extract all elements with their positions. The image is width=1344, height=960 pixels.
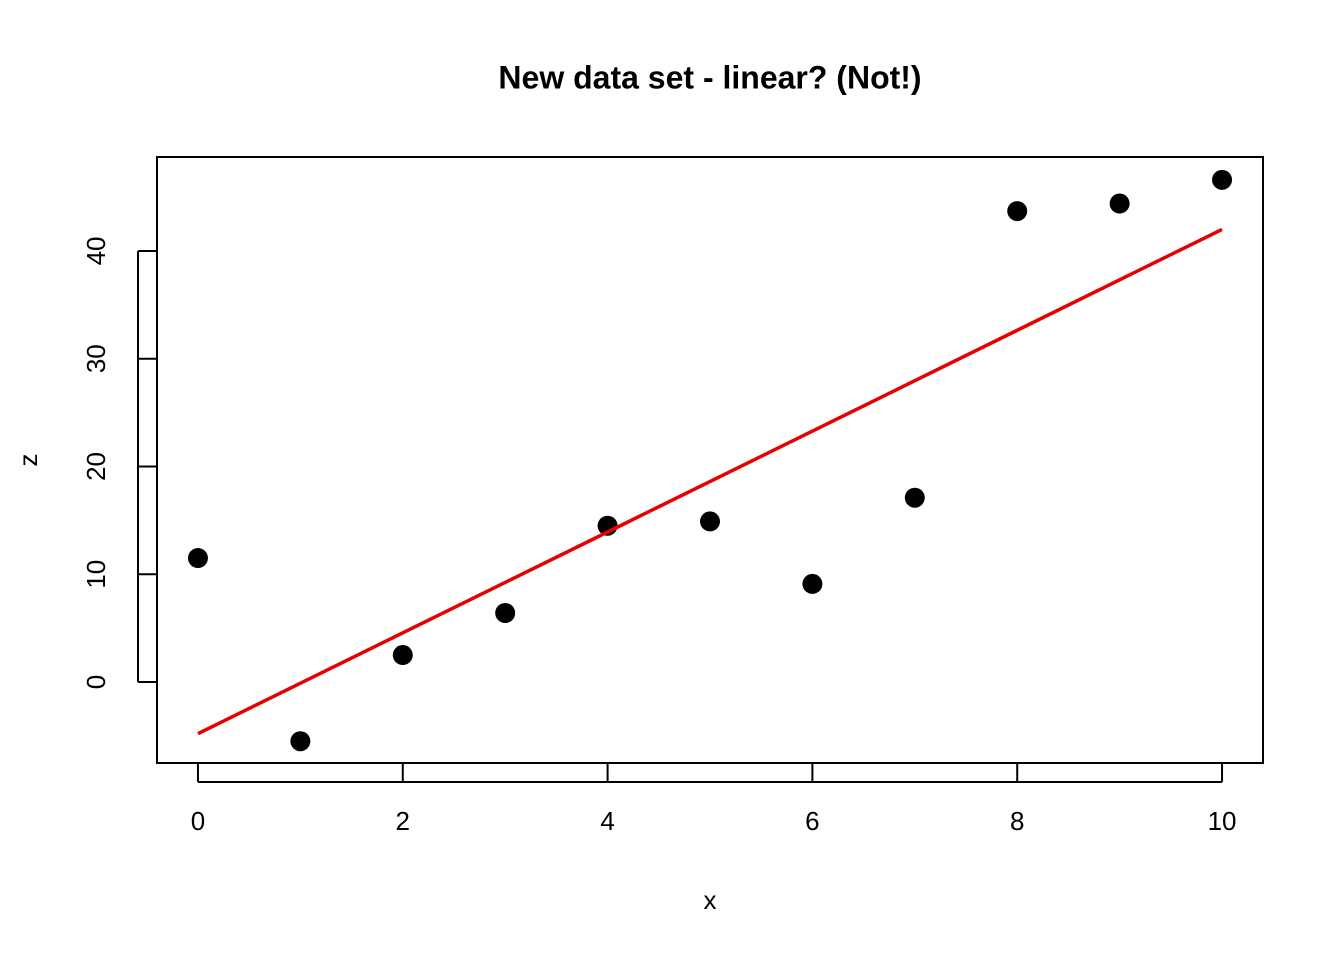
point [700, 511, 720, 532]
x-tick-label: 4 [600, 806, 614, 836]
y-tick-label: 10 [81, 560, 111, 589]
y-tick-label: 20 [81, 452, 111, 481]
point [290, 731, 311, 752]
x-axis-label: x [704, 885, 717, 915]
y-tick-label: 30 [81, 344, 111, 373]
fit-line [197, 227, 1223, 736]
x-tick-label: 8 [1010, 806, 1024, 836]
chart-title: New data set - linear? (Not!) [498, 59, 921, 95]
point [1007, 201, 1028, 222]
y-tick-label: 0 [81, 675, 111, 689]
x-tick-label: 0 [191, 806, 205, 836]
point [904, 487, 925, 508]
plot-frame [156, 156, 1264, 764]
y-tick-label: 40 [81, 236, 111, 265]
point [1109, 193, 1130, 214]
x-tick-label: 6 [805, 806, 819, 836]
point [187, 548, 208, 569]
point [802, 573, 823, 594]
point [495, 603, 516, 624]
point [392, 645, 413, 666]
point [1212, 169, 1233, 190]
x-tick-label: 2 [396, 806, 410, 836]
y-axis-label: z [13, 454, 43, 467]
x-tick-label: 10 [1208, 806, 1237, 836]
